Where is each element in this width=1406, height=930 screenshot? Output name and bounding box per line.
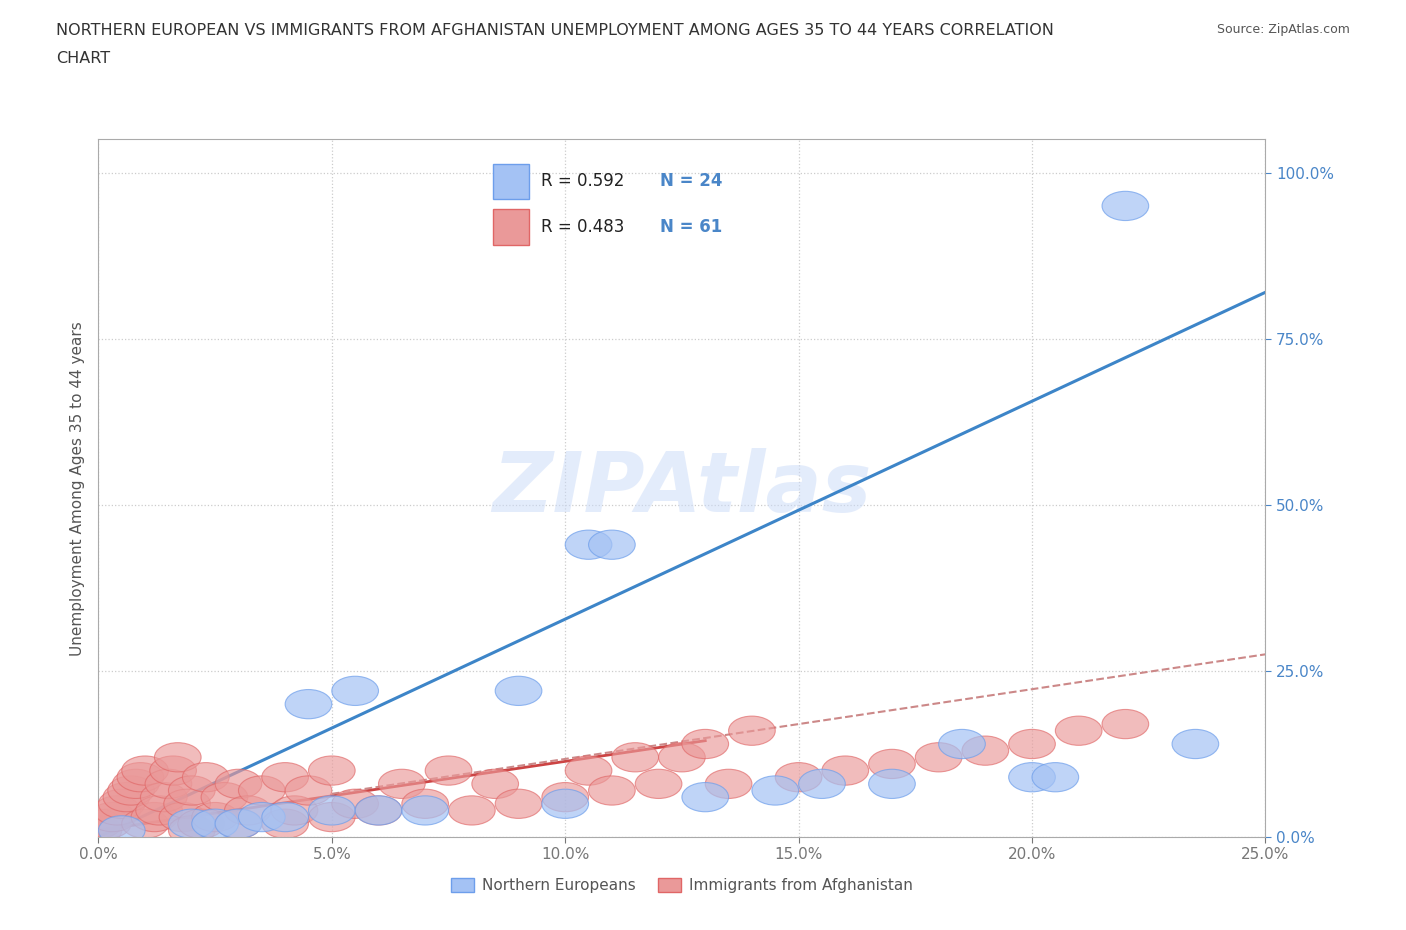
Text: NORTHERN EUROPEAN VS IMMIGRANTS FROM AFGHANISTAN UNEMPLOYMENT AMONG AGES 35 TO 4: NORTHERN EUROPEAN VS IMMIGRANTS FROM AFG…	[56, 23, 1054, 38]
Ellipse shape	[141, 782, 187, 812]
Text: Source: ZipAtlas.com: Source: ZipAtlas.com	[1216, 23, 1350, 36]
Ellipse shape	[1173, 729, 1219, 759]
Ellipse shape	[177, 809, 225, 838]
Ellipse shape	[108, 776, 155, 805]
Text: ZIPAtlas: ZIPAtlas	[492, 447, 872, 529]
Ellipse shape	[472, 769, 519, 799]
Ellipse shape	[285, 689, 332, 719]
Ellipse shape	[136, 796, 183, 825]
Ellipse shape	[612, 743, 658, 772]
Ellipse shape	[332, 790, 378, 818]
Ellipse shape	[728, 716, 775, 745]
Ellipse shape	[271, 796, 318, 825]
Ellipse shape	[1008, 763, 1056, 791]
Ellipse shape	[869, 750, 915, 778]
Ellipse shape	[449, 796, 495, 825]
Ellipse shape	[262, 803, 308, 831]
Ellipse shape	[356, 796, 402, 825]
Legend: Northern Europeans, Immigrants from Afghanistan: Northern Europeans, Immigrants from Afgh…	[444, 871, 920, 899]
Text: R = 0.592: R = 0.592	[541, 172, 624, 191]
Ellipse shape	[215, 769, 262, 799]
Text: R = 0.483: R = 0.483	[541, 218, 624, 235]
Ellipse shape	[163, 790, 211, 818]
Ellipse shape	[150, 756, 197, 785]
Y-axis label: Unemployment Among Ages 35 to 44 years: Unemployment Among Ages 35 to 44 years	[69, 321, 84, 656]
Ellipse shape	[775, 763, 823, 791]
Ellipse shape	[332, 676, 378, 706]
Ellipse shape	[682, 782, 728, 812]
Ellipse shape	[98, 790, 145, 818]
Ellipse shape	[169, 816, 215, 845]
Ellipse shape	[94, 796, 141, 825]
Ellipse shape	[752, 776, 799, 805]
Ellipse shape	[201, 782, 247, 812]
Ellipse shape	[215, 809, 262, 838]
Ellipse shape	[122, 809, 169, 838]
Ellipse shape	[682, 729, 728, 759]
Ellipse shape	[122, 756, 169, 785]
Ellipse shape	[159, 803, 205, 831]
Ellipse shape	[495, 790, 541, 818]
Ellipse shape	[915, 743, 962, 772]
Ellipse shape	[215, 809, 262, 838]
Ellipse shape	[308, 803, 356, 831]
Ellipse shape	[117, 763, 163, 791]
Ellipse shape	[541, 782, 589, 812]
Ellipse shape	[706, 769, 752, 799]
Ellipse shape	[225, 796, 271, 825]
Ellipse shape	[939, 729, 986, 759]
Ellipse shape	[402, 796, 449, 825]
Ellipse shape	[565, 756, 612, 785]
Ellipse shape	[239, 803, 285, 831]
Ellipse shape	[589, 776, 636, 805]
Text: N = 61: N = 61	[659, 218, 721, 235]
Ellipse shape	[308, 796, 356, 825]
Ellipse shape	[869, 769, 915, 799]
Text: CHART: CHART	[56, 51, 110, 66]
Bar	[492, 208, 529, 245]
Ellipse shape	[378, 769, 425, 799]
Ellipse shape	[1102, 710, 1149, 738]
Ellipse shape	[191, 809, 239, 838]
Ellipse shape	[169, 776, 215, 805]
Ellipse shape	[145, 769, 191, 799]
Ellipse shape	[1032, 763, 1078, 791]
Ellipse shape	[1102, 192, 1149, 220]
Ellipse shape	[75, 809, 122, 838]
Ellipse shape	[169, 809, 215, 838]
Ellipse shape	[495, 676, 541, 706]
Ellipse shape	[1056, 716, 1102, 745]
Ellipse shape	[565, 530, 612, 559]
Ellipse shape	[425, 756, 472, 785]
Ellipse shape	[636, 769, 682, 799]
Ellipse shape	[155, 743, 201, 772]
Ellipse shape	[112, 769, 159, 799]
Ellipse shape	[262, 763, 308, 791]
Ellipse shape	[183, 763, 229, 791]
Ellipse shape	[103, 782, 150, 812]
Ellipse shape	[402, 790, 449, 818]
Ellipse shape	[89, 803, 136, 831]
Ellipse shape	[262, 809, 308, 838]
Ellipse shape	[1008, 729, 1056, 759]
Ellipse shape	[658, 743, 706, 772]
Ellipse shape	[308, 756, 356, 785]
Ellipse shape	[962, 736, 1008, 765]
Ellipse shape	[541, 790, 589, 818]
Ellipse shape	[75, 816, 122, 845]
Ellipse shape	[589, 530, 636, 559]
Ellipse shape	[285, 776, 332, 805]
Text: N = 24: N = 24	[659, 172, 723, 191]
Ellipse shape	[98, 816, 145, 845]
Ellipse shape	[799, 769, 845, 799]
Ellipse shape	[131, 803, 177, 831]
Bar	[492, 164, 529, 199]
Ellipse shape	[84, 809, 131, 838]
Ellipse shape	[239, 776, 285, 805]
Ellipse shape	[356, 796, 402, 825]
Ellipse shape	[823, 756, 869, 785]
Ellipse shape	[191, 803, 239, 831]
